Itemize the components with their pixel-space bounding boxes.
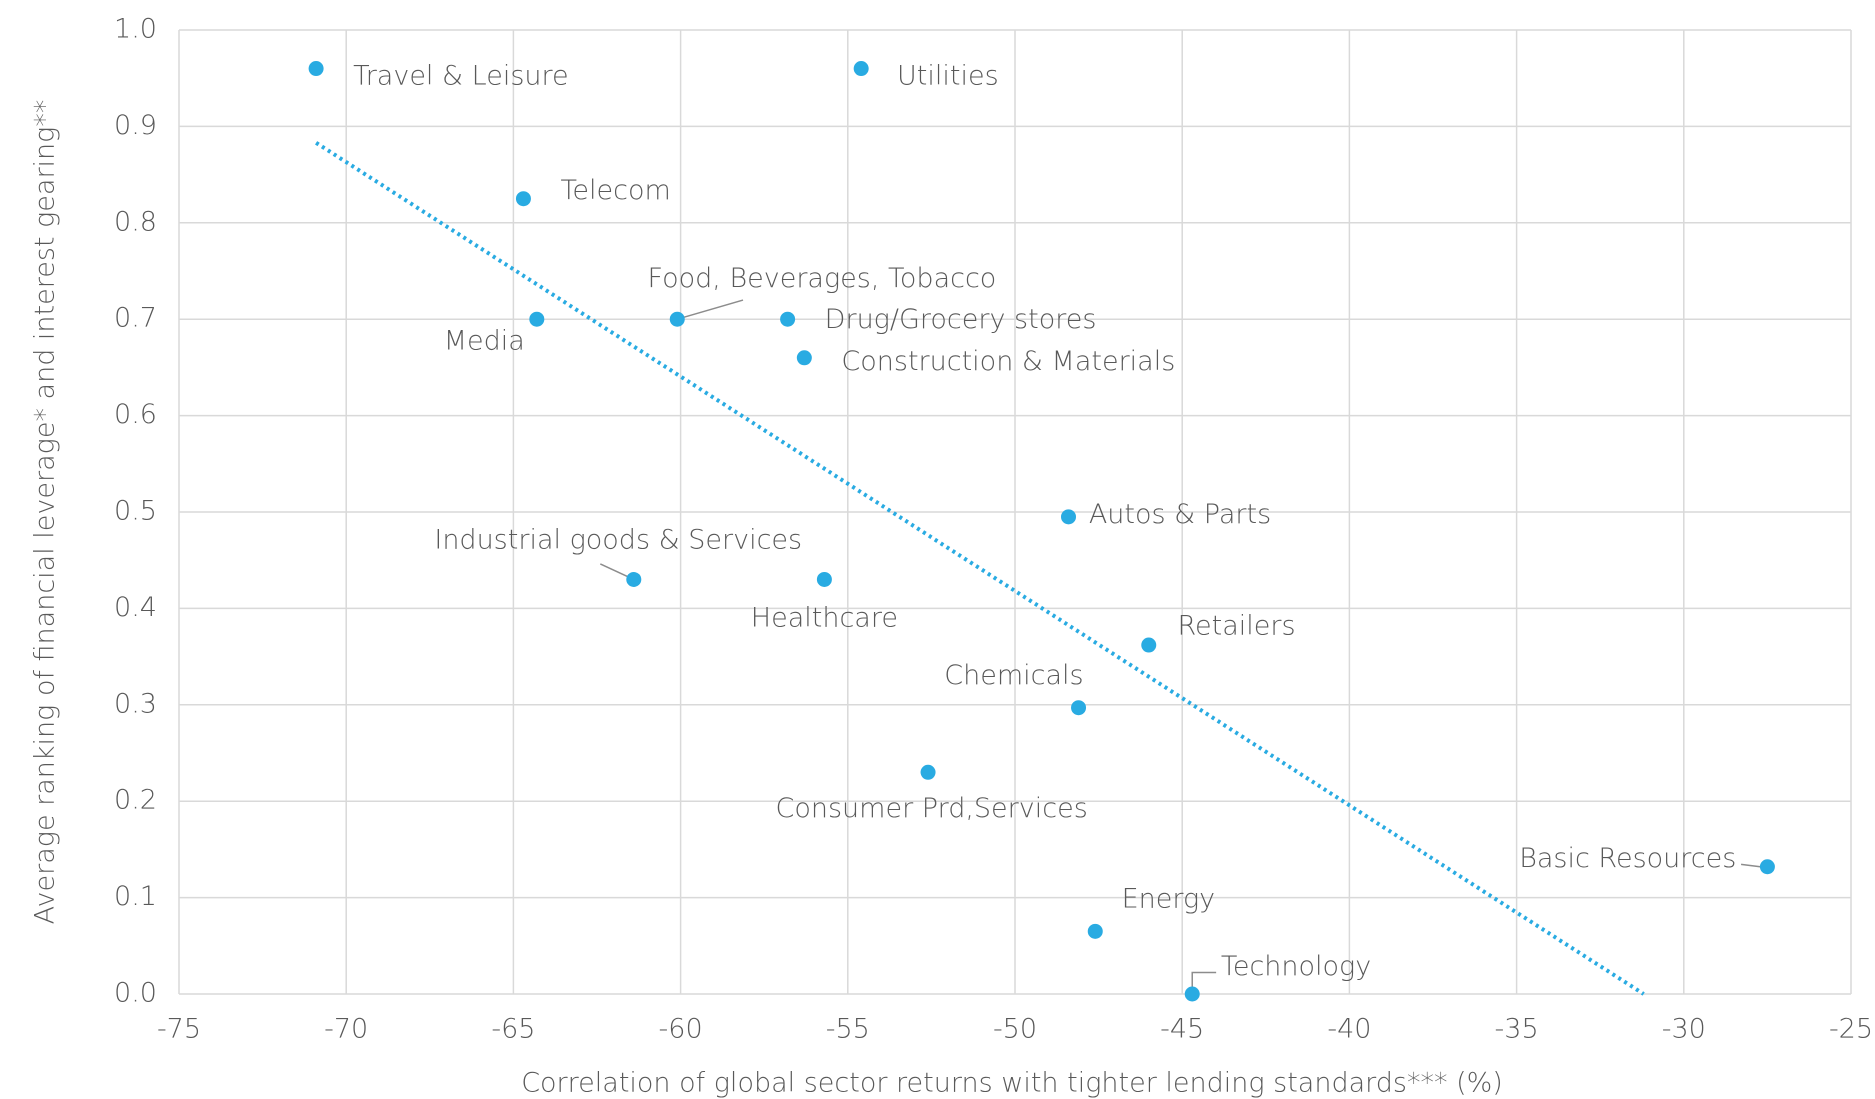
x-axis-label: Correlation of global sector returns wit… <box>521 1068 1503 1099</box>
x-tick-label: -50 <box>993 1014 1037 1045</box>
point-label: Utilities <box>897 60 999 91</box>
point <box>1141 637 1157 653</box>
point-label: Energy <box>1122 884 1216 915</box>
point-label: Travel & Leisure <box>353 60 568 91</box>
point <box>1071 700 1087 716</box>
point-label: Consumer Prd,Services <box>776 793 1088 824</box>
point-label: Food, Beverages, Tobacco <box>648 263 997 294</box>
point <box>1759 859 1775 875</box>
x-tick-label: -45 <box>1160 1014 1204 1045</box>
point-label: Healthcare <box>751 602 898 633</box>
y-axis-label: Average ranking of financial leverage* a… <box>30 100 61 925</box>
point-label: Media <box>444 325 525 356</box>
y-tick-label: 0.1 <box>114 881 157 912</box>
y-tick-label: 0.6 <box>114 399 157 430</box>
point <box>780 311 796 327</box>
x-tick-label: -40 <box>1327 1014 1371 1045</box>
x-tick-label: -55 <box>826 1014 870 1045</box>
point <box>515 191 531 207</box>
y-tick-label: 0.5 <box>114 496 157 527</box>
point-label: Basic Resources <box>1519 843 1736 874</box>
x-tick-label: -60 <box>659 1014 703 1045</box>
point <box>1184 986 1200 1002</box>
x-tick-label: -25 <box>1829 1014 1873 1045</box>
point-label: Chemicals <box>944 660 1083 691</box>
point <box>853 61 869 77</box>
point <box>626 571 642 587</box>
point-label: Retailers <box>1177 611 1295 642</box>
y-tick-label: 1.0 <box>114 14 157 45</box>
leader-line <box>677 299 744 320</box>
point <box>669 311 685 327</box>
point <box>1061 509 1077 525</box>
point <box>1087 923 1103 939</box>
point <box>816 571 832 587</box>
y-tick-label: 0.3 <box>114 688 157 719</box>
point-label: Industrial goods & Services <box>434 525 802 556</box>
y-tick-label: 0.7 <box>114 303 157 334</box>
point <box>308 61 324 77</box>
point-label: Telecom <box>561 175 671 206</box>
y-tick-label: 0.0 <box>114 978 157 1009</box>
x-tick-label: -70 <box>324 1014 368 1045</box>
leader-line <box>1740 863 1761 868</box>
x-tick-label: -65 <box>491 1014 535 1045</box>
y-tick-label: 0.2 <box>114 785 157 816</box>
point <box>529 311 545 327</box>
point-label: Construction & Materials <box>841 346 1175 377</box>
x-tick-label: -75 <box>157 1014 201 1045</box>
y-tick-label: 0.4 <box>114 592 157 623</box>
y-tick-label: 0.9 <box>114 110 157 141</box>
x-tick-label: -35 <box>1495 1014 1539 1045</box>
y-tick-label: 0.8 <box>114 206 157 237</box>
point <box>920 764 936 780</box>
point-label: Autos & Parts <box>1089 499 1271 530</box>
point-label: Drug/Grocery stores <box>825 304 1097 335</box>
point-label: Technology <box>1221 951 1371 982</box>
x-tick-label: -30 <box>1662 1014 1706 1045</box>
point <box>796 350 812 366</box>
